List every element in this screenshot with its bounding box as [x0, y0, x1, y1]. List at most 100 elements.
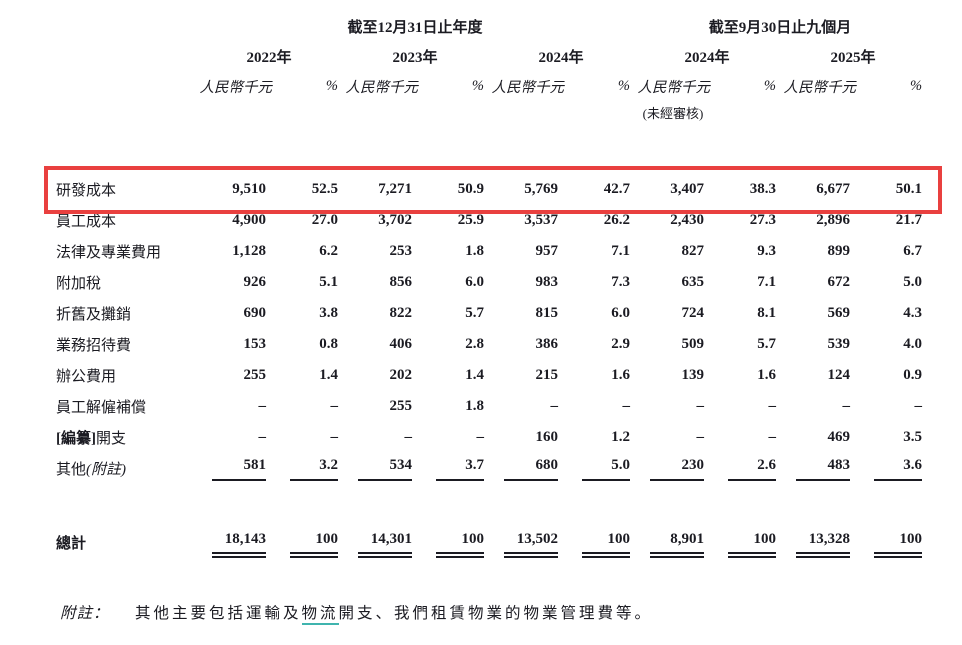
cell-percent: 100: [712, 524, 780, 560]
cell-percent: 1.8: [465, 398, 484, 414]
unit-label-percent: %: [617, 77, 631, 94]
note-reference: (附註): [86, 462, 127, 478]
cell-amount: 255: [243, 367, 267, 383]
cell-percent: 4.0: [903, 336, 923, 352]
cell-percent: 21.7: [895, 212, 923, 228]
cell-percent: 1.4: [465, 367, 484, 383]
cell-amount: 680: [488, 453, 566, 484]
row-surcharges: 附加稅 926 5.1 856 6.0 983 7.3 635 7.1 672 …: [56, 267, 926, 298]
period-header-annual: 截至12月31日止年度: [347, 19, 483, 36]
year-header-2022: 2022年: [246, 49, 292, 66]
cell-percent: 27.0: [311, 212, 338, 228]
cell-percent: 0.8: [319, 336, 338, 352]
cell-amount: 483: [780, 453, 858, 484]
unit-label-rmb: 人民幣千元: [345, 79, 419, 96]
cell-percent: 3.7: [420, 453, 488, 484]
unit-label-rmb: 人民幣千元: [783, 79, 857, 96]
cell-percent: 8.1: [757, 305, 777, 321]
corner-cell: [56, 12, 196, 40]
footnote-label: 附註：: [60, 605, 110, 622]
cell-percent: 3.2: [274, 453, 342, 484]
row-label: 折舊及攤銷: [56, 307, 132, 323]
cell-amount: 926: [243, 274, 267, 290]
total-label: 總計: [56, 535, 87, 552]
cell-amount: 230: [634, 453, 712, 484]
cell-amount: 153: [243, 336, 267, 352]
cell-percent: 1.6: [757, 367, 777, 383]
row-label: 附加稅: [56, 276, 102, 292]
cell-amount: 469: [827, 429, 851, 445]
cell-percent: 100: [420, 524, 488, 560]
row-depreciation-amortization: 折舊及攤銷 690 3.8 822 5.7 815 6.0 724 8.1 56…: [56, 298, 926, 329]
cell-percent: 100: [566, 524, 634, 560]
cell-amount: 13,502: [488, 524, 566, 560]
row-legal-professional-fees: 法律及專業費用 1,128 6.2 253 1.8 957 7.1 827 9.…: [56, 236, 926, 267]
row-staff-costs: 員工成本 4,900 27.0 3,702 25.9 3,537 26.2 2,…: [56, 205, 926, 236]
cell-amount: 2,896: [816, 212, 851, 228]
cell-percent: 6.0: [611, 305, 631, 321]
unit-label-rmb: 人民幣千元: [637, 79, 711, 96]
cell-amount: 3,702: [378, 212, 412, 228]
cell-amount: 5,769: [524, 181, 558, 197]
cell-percent: 2.9: [611, 336, 631, 352]
cell-amount: –: [258, 429, 267, 445]
cell-amount: 534: [342, 453, 420, 484]
cell-amount: 202: [389, 367, 413, 383]
cell-percent: 42.7: [603, 181, 631, 197]
cell-amount: 3,537: [524, 212, 558, 228]
cell-amount: 7,271: [378, 181, 412, 197]
cell-amount: 899: [827, 243, 851, 259]
cell-percent: 100: [858, 524, 926, 560]
cell-amount: 3,407: [670, 181, 705, 197]
cell-amount: 253: [389, 243, 413, 259]
cell-percent: 1.8: [465, 243, 484, 259]
year-header-2024-9m: 2024年: [684, 49, 730, 66]
cell-amount: 509: [681, 336, 705, 352]
cell-amount: 690: [243, 305, 267, 321]
cell-percent: 3.8: [319, 305, 338, 321]
cell-amount: 139: [681, 367, 705, 383]
year-header-row: 2022年 2023年 2024年 2024年 2025年: [56, 40, 926, 72]
cell-percent: 5.7: [465, 305, 484, 321]
period-header-row: 截至12月31日止年度 截至9月30日止九個月: [56, 12, 926, 40]
cell-amount: 124: [827, 367, 851, 383]
cell-amount: –: [404, 429, 413, 445]
spacer: [56, 124, 926, 174]
unaudited-note: (未經審核): [642, 105, 704, 121]
cell-amount: –: [696, 429, 705, 445]
cell-amount: –: [550, 398, 559, 414]
cell-percent: 1.6: [611, 367, 631, 383]
footnote-text: 其他主要包括運輸及物流開支、我們租賃物業的物業管理費等。: [135, 601, 653, 625]
row-label: 員工解僱補償: [56, 400, 147, 416]
logistics-link[interactable]: 物流: [301, 605, 339, 625]
cell-percent: 5.7: [757, 336, 777, 352]
footnote: 附註： 其他主要包括運輸及物流開支、我們租賃物業的物業管理費等。: [60, 601, 653, 625]
cell-percent: 27.3: [749, 212, 777, 228]
cell-percent: 2.8: [465, 336, 484, 352]
cell-amount: 8,901: [634, 524, 712, 560]
row-label: 研發成本: [56, 183, 117, 199]
cell-percent: 38.3: [749, 181, 777, 197]
cell-amount: 724: [681, 305, 705, 321]
unit-label-rmb: 人民幣千元: [491, 79, 565, 96]
spacer: [56, 484, 926, 524]
row-label: 其他(附註): [56, 462, 127, 478]
cell-amount: 635: [681, 274, 705, 290]
unit-label-percent: %: [471, 77, 484, 94]
cell-percent: 3.6: [858, 453, 926, 484]
row-label: 法律及專業費用: [56, 245, 162, 261]
cell-percent: –: [768, 398, 777, 414]
cell-percent: –: [622, 398, 631, 414]
row-total: 總計 18,143 100 14,301 100 13,502 100 8,90…: [56, 524, 926, 560]
cell-amount: 13,328: [780, 524, 858, 560]
unit-label-percent: %: [909, 77, 923, 94]
cell-percent: –: [914, 398, 923, 414]
cell-amount: 160: [535, 429, 559, 445]
row-label: [編纂]開支: [56, 431, 127, 447]
unit-label-percent: %: [325, 77, 338, 94]
cell-percent: 7.1: [757, 274, 777, 290]
cell-percent: 5.0: [566, 453, 634, 484]
row-label: 員工成本: [56, 214, 117, 230]
cell-amount: 18,143: [196, 524, 274, 560]
cell-amount: 569: [827, 305, 851, 321]
